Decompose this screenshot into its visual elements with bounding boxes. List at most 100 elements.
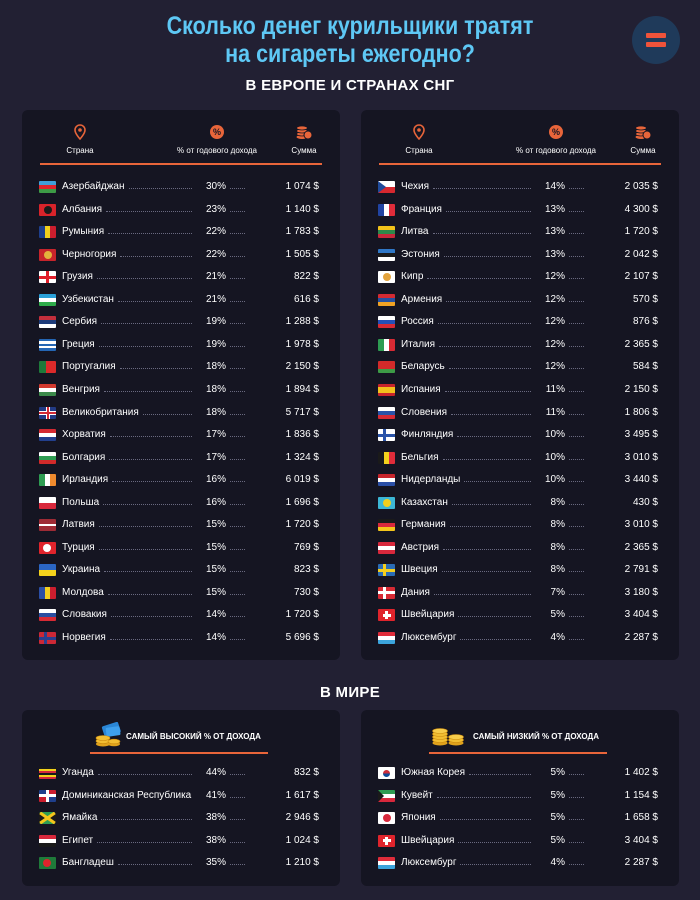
dotted-leader [230,526,245,528]
flag-ge-icon [39,271,56,284]
percent-value: 35% [205,857,226,869]
sum-value: 1 836 $ [285,429,319,441]
table-row: Болгария 17% 1 324 $ [22,447,340,469]
column-header-label: Страна [405,146,433,155]
percent-value: 13% [544,248,565,260]
percent-value: 8% [550,519,565,531]
column-header-label: % от годового дохода [516,146,596,155]
flag-kr-icon [378,767,395,779]
europe-right-table: Страна% % от годового дохода Сумма Чехия 14%… [361,110,679,660]
sum-value: 1 024 $ [285,834,319,846]
dotted-leader [569,481,584,483]
column-header-percent: % % от годового дохода [152,124,282,155]
country-name: Сербия [62,316,98,328]
table-row: Финляндия 10% 3 495 $ [361,424,679,446]
menu-bars-icon[interactable] [632,16,680,64]
dotted-leader [104,390,192,392]
sum-value: 2 287 $ [624,632,658,643]
dotted-leader [101,323,192,325]
dotted-leader [569,210,584,212]
table-row: Армения 12% 570 $ [361,289,679,311]
dotted-leader [97,841,192,843]
country-name: Словения [401,406,448,418]
table-row: Япония 5% 1 658 $ [361,807,679,829]
percent-value: 10% [544,429,565,441]
flag-uz-icon [39,293,56,306]
dotted-leader [433,188,531,189]
dotted-leader [99,548,192,550]
flag-lu-icon [378,857,395,870]
sum-value: 2 107 $ [624,271,658,283]
header-divider [379,163,661,165]
percent-value: 14% [205,632,226,643]
percent-value: 11% [545,383,565,395]
flag-ru-icon [378,316,395,329]
sum-value: 1 402 $ [624,767,658,778]
percent-value: 5% [550,767,565,778]
percent-value: 19% [205,338,226,350]
flag-bd-icon [39,857,56,870]
country-name: Кувейт [401,789,433,801]
flag-hr-icon [39,429,56,442]
column-header-label: Страна [66,146,94,155]
page-title-line-2: на сигареты ежегодно? [225,40,475,68]
dotted-leader [433,233,531,235]
dotted-leader [457,436,531,438]
table-row: Латвия 15% 1 720 $ [22,514,340,536]
table-row: Венгрия 18% 1 894 $ [22,379,340,401]
sum-value: 3 440 $ [624,474,658,486]
dotted-leader [97,278,192,280]
country-name: Россия [401,316,434,328]
flag-jp-icon [378,812,395,825]
flag-es-icon [378,383,395,396]
flag-ua-icon [39,564,56,577]
dotted-leader [437,796,531,798]
coin-stacks-icon [431,722,465,751]
table-row: Хорватия 17% 1 836 $ [22,424,340,446]
flag-al-icon [39,203,56,216]
flag-de-icon [378,519,395,532]
header-divider [40,163,322,165]
sum-value: 1 783 $ [285,226,319,238]
flag-lt-icon [378,226,395,239]
flag-kz-icon [378,496,395,509]
dotted-leader [569,255,584,257]
sum-value: 1 074 $ [285,181,319,192]
dotted-leader [230,458,245,460]
percent-badge-icon: % [491,124,621,140]
table-row: Испания 11% 2 150 $ [361,379,679,401]
sum-value: 1 720 $ [624,226,658,238]
dotted-leader [230,345,245,347]
table-row: Беларусь 12% 584 $ [361,356,679,378]
table-row: Бангладеш 35% 1 210 $ [22,852,340,874]
location-pin-icon [399,124,439,141]
dotted-leader [469,774,531,775]
flag-by-icon [378,361,395,374]
country-name: Швеция [401,564,438,576]
sum-value: 5 696 $ [285,632,319,643]
sum-value: 1 658 $ [624,812,658,824]
sum-value: 2 365 $ [624,338,658,350]
dotted-leader [111,616,192,618]
flag-si-icon [378,406,395,419]
sum-value: 1 505 $ [285,248,319,260]
sum-value: 832 $ [293,767,319,778]
table-row: Норвегия 14% 5 696 $ [22,627,340,649]
table-row: Швейцария 5% 3 404 $ [361,604,679,626]
sum-value: 4 300 $ [624,203,658,215]
dotted-leader [451,413,531,415]
dotted-leader [569,774,584,775]
percent-value: 21% [205,293,226,305]
sum-value: 430 $ [632,496,658,508]
dotted-leader [569,864,584,866]
column-header-percent: % % от годового дохода [491,124,621,155]
table-row: Кипр 12% 2 107 $ [361,266,679,288]
dotted-leader [427,278,531,280]
dotted-leader [230,503,245,505]
dotted-leader [230,210,245,212]
sum-value: 2 365 $ [624,541,658,553]
dotted-leader [569,436,584,438]
country-name: Венгрия [62,383,100,395]
dotted-leader [110,436,192,438]
sum-value: 2 150 $ [285,361,319,373]
